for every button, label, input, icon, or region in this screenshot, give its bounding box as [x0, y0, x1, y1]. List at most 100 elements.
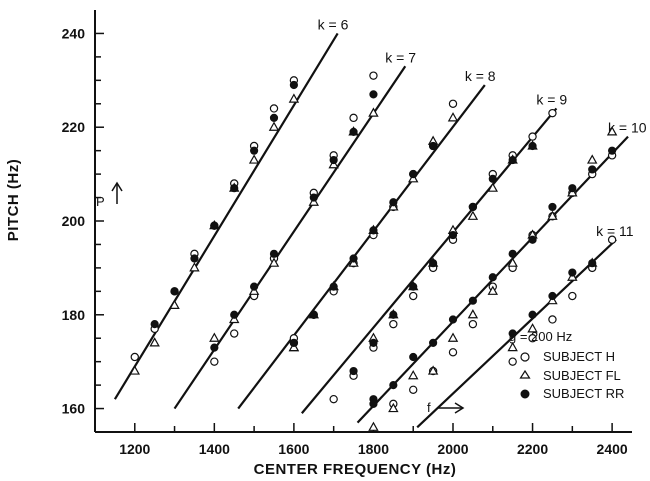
data-point-filled-circle [269, 249, 279, 258]
data-point-filled-circle [548, 202, 557, 212]
data-point-filled-circle [528, 141, 537, 151]
x-tick-label: 2400 [597, 441, 628, 457]
data-point-filled-circle [309, 193, 318, 202]
data-point-filled-circle [349, 254, 358, 263]
data-point-filled-circle [409, 170, 418, 179]
p-annotation-label: P [96, 194, 105, 209]
data-point-filled-circle [309, 310, 318, 319]
data-point-triangle [427, 365, 439, 375]
fit-line-k9 [301, 107, 558, 414]
axes-layer: 1200 1400 1600 1800 2000 2200 2400 160 180 200 220… [62, 10, 632, 457]
x-tick-label: 1200 [119, 441, 150, 457]
k-label: k = 9 [536, 91, 567, 107]
legend-entry-h: SUBJECT H [543, 349, 615, 364]
k-label: k = 8 [465, 68, 496, 84]
data-point-filled-circle [409, 352, 418, 362]
data-point-triangle [507, 341, 518, 352]
data-point-filled-circle [389, 310, 398, 319]
data-point-triangle [248, 154, 260, 164]
data-point-filled-circle [508, 249, 517, 258]
data-point-triangle [447, 332, 459, 342]
data-point-filled-circle [508, 155, 517, 165]
data-point-open-circle [409, 291, 418, 301]
data-point-filled-circle [369, 338, 378, 348]
data-point-filled-circle [289, 338, 298, 348]
data-point-triangle [268, 257, 280, 267]
data-point-filled-circle [250, 282, 259, 291]
data-point-triangle [447, 112, 459, 122]
x-tick-label: 1400 [199, 441, 230, 457]
data-point-filled-circle [349, 127, 358, 137]
data-point-filled-circle [429, 338, 438, 348]
data-point-triangle [129, 365, 141, 375]
data-point-triangle [407, 370, 419, 380]
fit-line-k8 [237, 84, 486, 410]
x-tick-label: 1600 [278, 441, 309, 457]
y-tick-label: 200 [62, 213, 86, 229]
data-point-filled-circle [289, 80, 298, 90]
data-point-filled-circle [588, 259, 597, 268]
data-point-triangle [507, 257, 518, 267]
data-point-filled-circle [230, 184, 239, 193]
data-point-triangle [467, 210, 479, 220]
data-point-filled-circle [269, 113, 279, 122]
data-points-layer [129, 71, 618, 431]
legend-entry-fl: SUBJECT FL [543, 368, 621, 383]
data-point-filled-circle [210, 343, 219, 352]
data-point-open-circle [369, 71, 378, 80]
data-point-open-circle [210, 357, 219, 366]
legend-header: g = 200 Hz [509, 329, 572, 344]
data-point-filled-circle [448, 230, 458, 240]
data-point-open-circle [607, 235, 617, 244]
data-point-triangle [288, 93, 300, 103]
data-point-filled-circle [150, 320, 159, 329]
data-point-open-circle [329, 394, 338, 404]
y-tick-label: 160 [62, 401, 86, 417]
legend-marker-open-triangle [519, 369, 531, 379]
data-point-triangle [487, 285, 499, 295]
data-point-filled-circle [369, 226, 378, 235]
p-arrow-head [111, 181, 123, 192]
data-point-triangle [606, 126, 618, 136]
y-tick-label: 240 [62, 25, 86, 41]
x-tick-label: 2000 [437, 441, 468, 457]
x-tick-label: 2200 [517, 441, 548, 457]
data-point-open-circle [468, 319, 478, 329]
data-point-filled-circle [329, 282, 338, 291]
data-point-filled-circle [528, 235, 537, 244]
data-point-filled-circle [508, 329, 517, 338]
x-axis-title: CENTER FREQUENCY (Hz) [254, 461, 457, 478]
data-point-filled-circle [170, 287, 179, 296]
y-tick-label: 220 [62, 119, 86, 135]
data-point-filled-circle [369, 399, 378, 408]
data-point-filled-circle [369, 90, 378, 99]
data-point-filled-circle [528, 310, 537, 319]
data-point-open-circle [409, 385, 418, 394]
data-point-filled-circle [608, 146, 617, 155]
data-point-filled-circle [468, 296, 477, 305]
data-point-filled-circle [548, 291, 557, 301]
data-point-filled-circle [429, 141, 438, 151]
data-point-open-circle [508, 357, 517, 366]
data-point-open-circle [230, 329, 239, 338]
data-point-filled-circle [329, 155, 338, 165]
data-point-filled-circle [568, 184, 577, 193]
legend-entry-rr: SUBJECT RR [543, 386, 624, 401]
data-point-filled-circle [488, 174, 497, 183]
data-point-filled-circle [409, 282, 418, 291]
legend-marker-filled-circle [520, 389, 530, 399]
data-point-open-circle [448, 99, 458, 108]
fit-lines-layer: k = 6 k = 7 k = 8 k = 9 k = 10 k = 11 [113, 16, 647, 429]
data-point-filled-circle [429, 259, 438, 268]
data-point-triangle [467, 309, 479, 319]
k-label: k = 11 [596, 223, 634, 239]
data-point-triangle [586, 154, 598, 164]
data-point-open-circle [568, 291, 577, 301]
data-point-filled-circle [250, 146, 259, 155]
labels-layer: PITCH (Hz) CENTER FREQUENCY (Hz) P f g =… [5, 159, 624, 478]
y-tick-label: 180 [62, 307, 86, 323]
k-label: k = 6 [318, 16, 349, 32]
data-point-filled-circle [349, 366, 358, 376]
